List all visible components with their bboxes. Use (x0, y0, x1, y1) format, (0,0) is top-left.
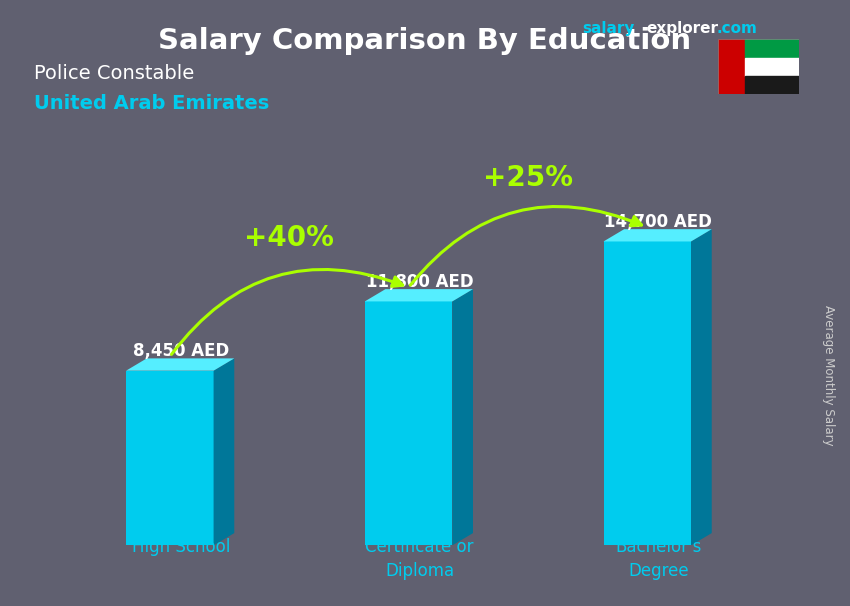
Polygon shape (365, 301, 452, 545)
Polygon shape (604, 229, 711, 241)
Polygon shape (604, 241, 691, 545)
Polygon shape (126, 358, 235, 371)
Polygon shape (126, 371, 213, 545)
Text: High School: High School (132, 538, 230, 556)
Text: United Arab Emirates: United Arab Emirates (34, 94, 269, 113)
Text: Average Monthly Salary: Average Monthly Salary (822, 305, 836, 446)
Text: explorer: explorer (647, 21, 719, 36)
Text: salary: salary (582, 21, 635, 36)
Text: +40%: +40% (244, 224, 334, 252)
Text: Police Constable: Police Constable (34, 64, 195, 82)
Text: +25%: +25% (483, 164, 573, 192)
Polygon shape (365, 289, 473, 301)
Polygon shape (452, 289, 473, 545)
Bar (745, 39, 799, 58)
Text: 11,800 AED: 11,800 AED (366, 273, 473, 291)
Bar (745, 76, 799, 94)
Bar (745, 58, 799, 76)
Text: Certificate or
Diploma: Certificate or Diploma (366, 538, 474, 580)
Bar (718, 39, 745, 94)
Polygon shape (213, 358, 235, 545)
Text: .com: .com (717, 21, 757, 36)
Text: 8,450 AED: 8,450 AED (133, 342, 230, 361)
Polygon shape (691, 229, 711, 545)
Text: Bachelor's
Degree: Bachelor's Degree (615, 538, 701, 580)
Text: Salary Comparison By Education: Salary Comparison By Education (158, 27, 692, 55)
Text: 14,700 AED: 14,700 AED (604, 213, 712, 231)
